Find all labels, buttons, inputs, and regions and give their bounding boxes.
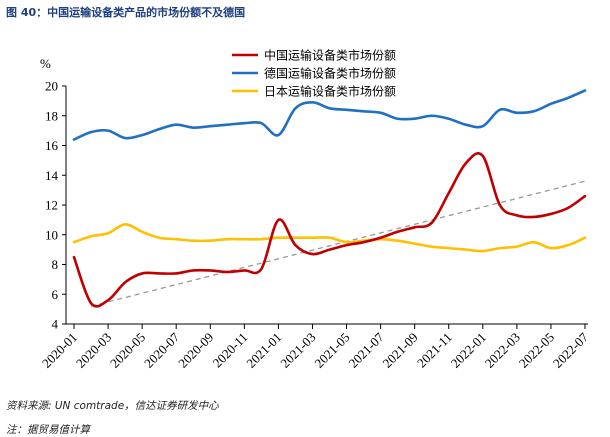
y-tick-label: 4 <box>52 317 59 332</box>
legend-label: 德国运输设备类市场份额 <box>264 66 396 81</box>
footnote: 注：据贸易值计算 <box>6 424 90 436</box>
x-tick-label: 2021-01 <box>243 330 284 371</box>
series-line-china <box>72 151 587 308</box>
line-chart: 468101214161820%2020-012020-032020-05202… <box>39 48 592 371</box>
x-tick-label: 2020-07 <box>141 329 183 371</box>
x-tick-label: 2021-11 <box>414 330 455 371</box>
x-tick-label: 2021-05 <box>311 330 352 371</box>
x-tick-label: 2022-01 <box>448 330 489 371</box>
x-tick-label: 2021-09 <box>380 330 421 371</box>
source-note: 资料来源: UN comtrade，信达证券研发中心 <box>6 400 219 412</box>
series-line-japan <box>72 223 587 253</box>
x-tick-label: 2020-05 <box>107 330 148 371</box>
x-tick-label: 2020-03 <box>73 330 114 371</box>
x-tick-label: 2022-05 <box>516 330 557 371</box>
x-tick-label: 2020-11 <box>210 330 251 371</box>
legend-label: 日本运输设备类市场份额 <box>264 84 396 99</box>
trendline-group <box>90 180 586 307</box>
x-tick-label: 2022-07 <box>550 329 592 371</box>
x-tick-label: 2022-03 <box>482 330 523 371</box>
series-line-germany <box>72 89 587 141</box>
y-tick-label: 6 <box>52 287 59 302</box>
figure-title: 图 40：中国运输设备类产品的市场份额不及德国 <box>6 6 246 19</box>
y-tick-label: 18 <box>45 108 58 123</box>
x-tick-label: 2020-01 <box>39 330 80 371</box>
y-tick-label: 8 <box>52 257 59 272</box>
x-tick-label: 2020-09 <box>175 330 216 371</box>
y-tick-label: 16 <box>45 138 59 153</box>
y-tick-label: 12 <box>45 198 58 213</box>
trendline <box>90 180 586 307</box>
y-tick-label: 20 <box>45 79 58 94</box>
series-group <box>72 89 587 308</box>
legend-label: 中国运输设备类市场份额 <box>264 48 396 63</box>
x-tick-label: 2021-03 <box>277 330 318 371</box>
y-axis-label: % <box>40 56 51 71</box>
y-tick-label: 14 <box>45 168 59 183</box>
x-tick-label: 2021-07 <box>345 329 387 371</box>
y-tick-label: 10 <box>45 227 58 242</box>
